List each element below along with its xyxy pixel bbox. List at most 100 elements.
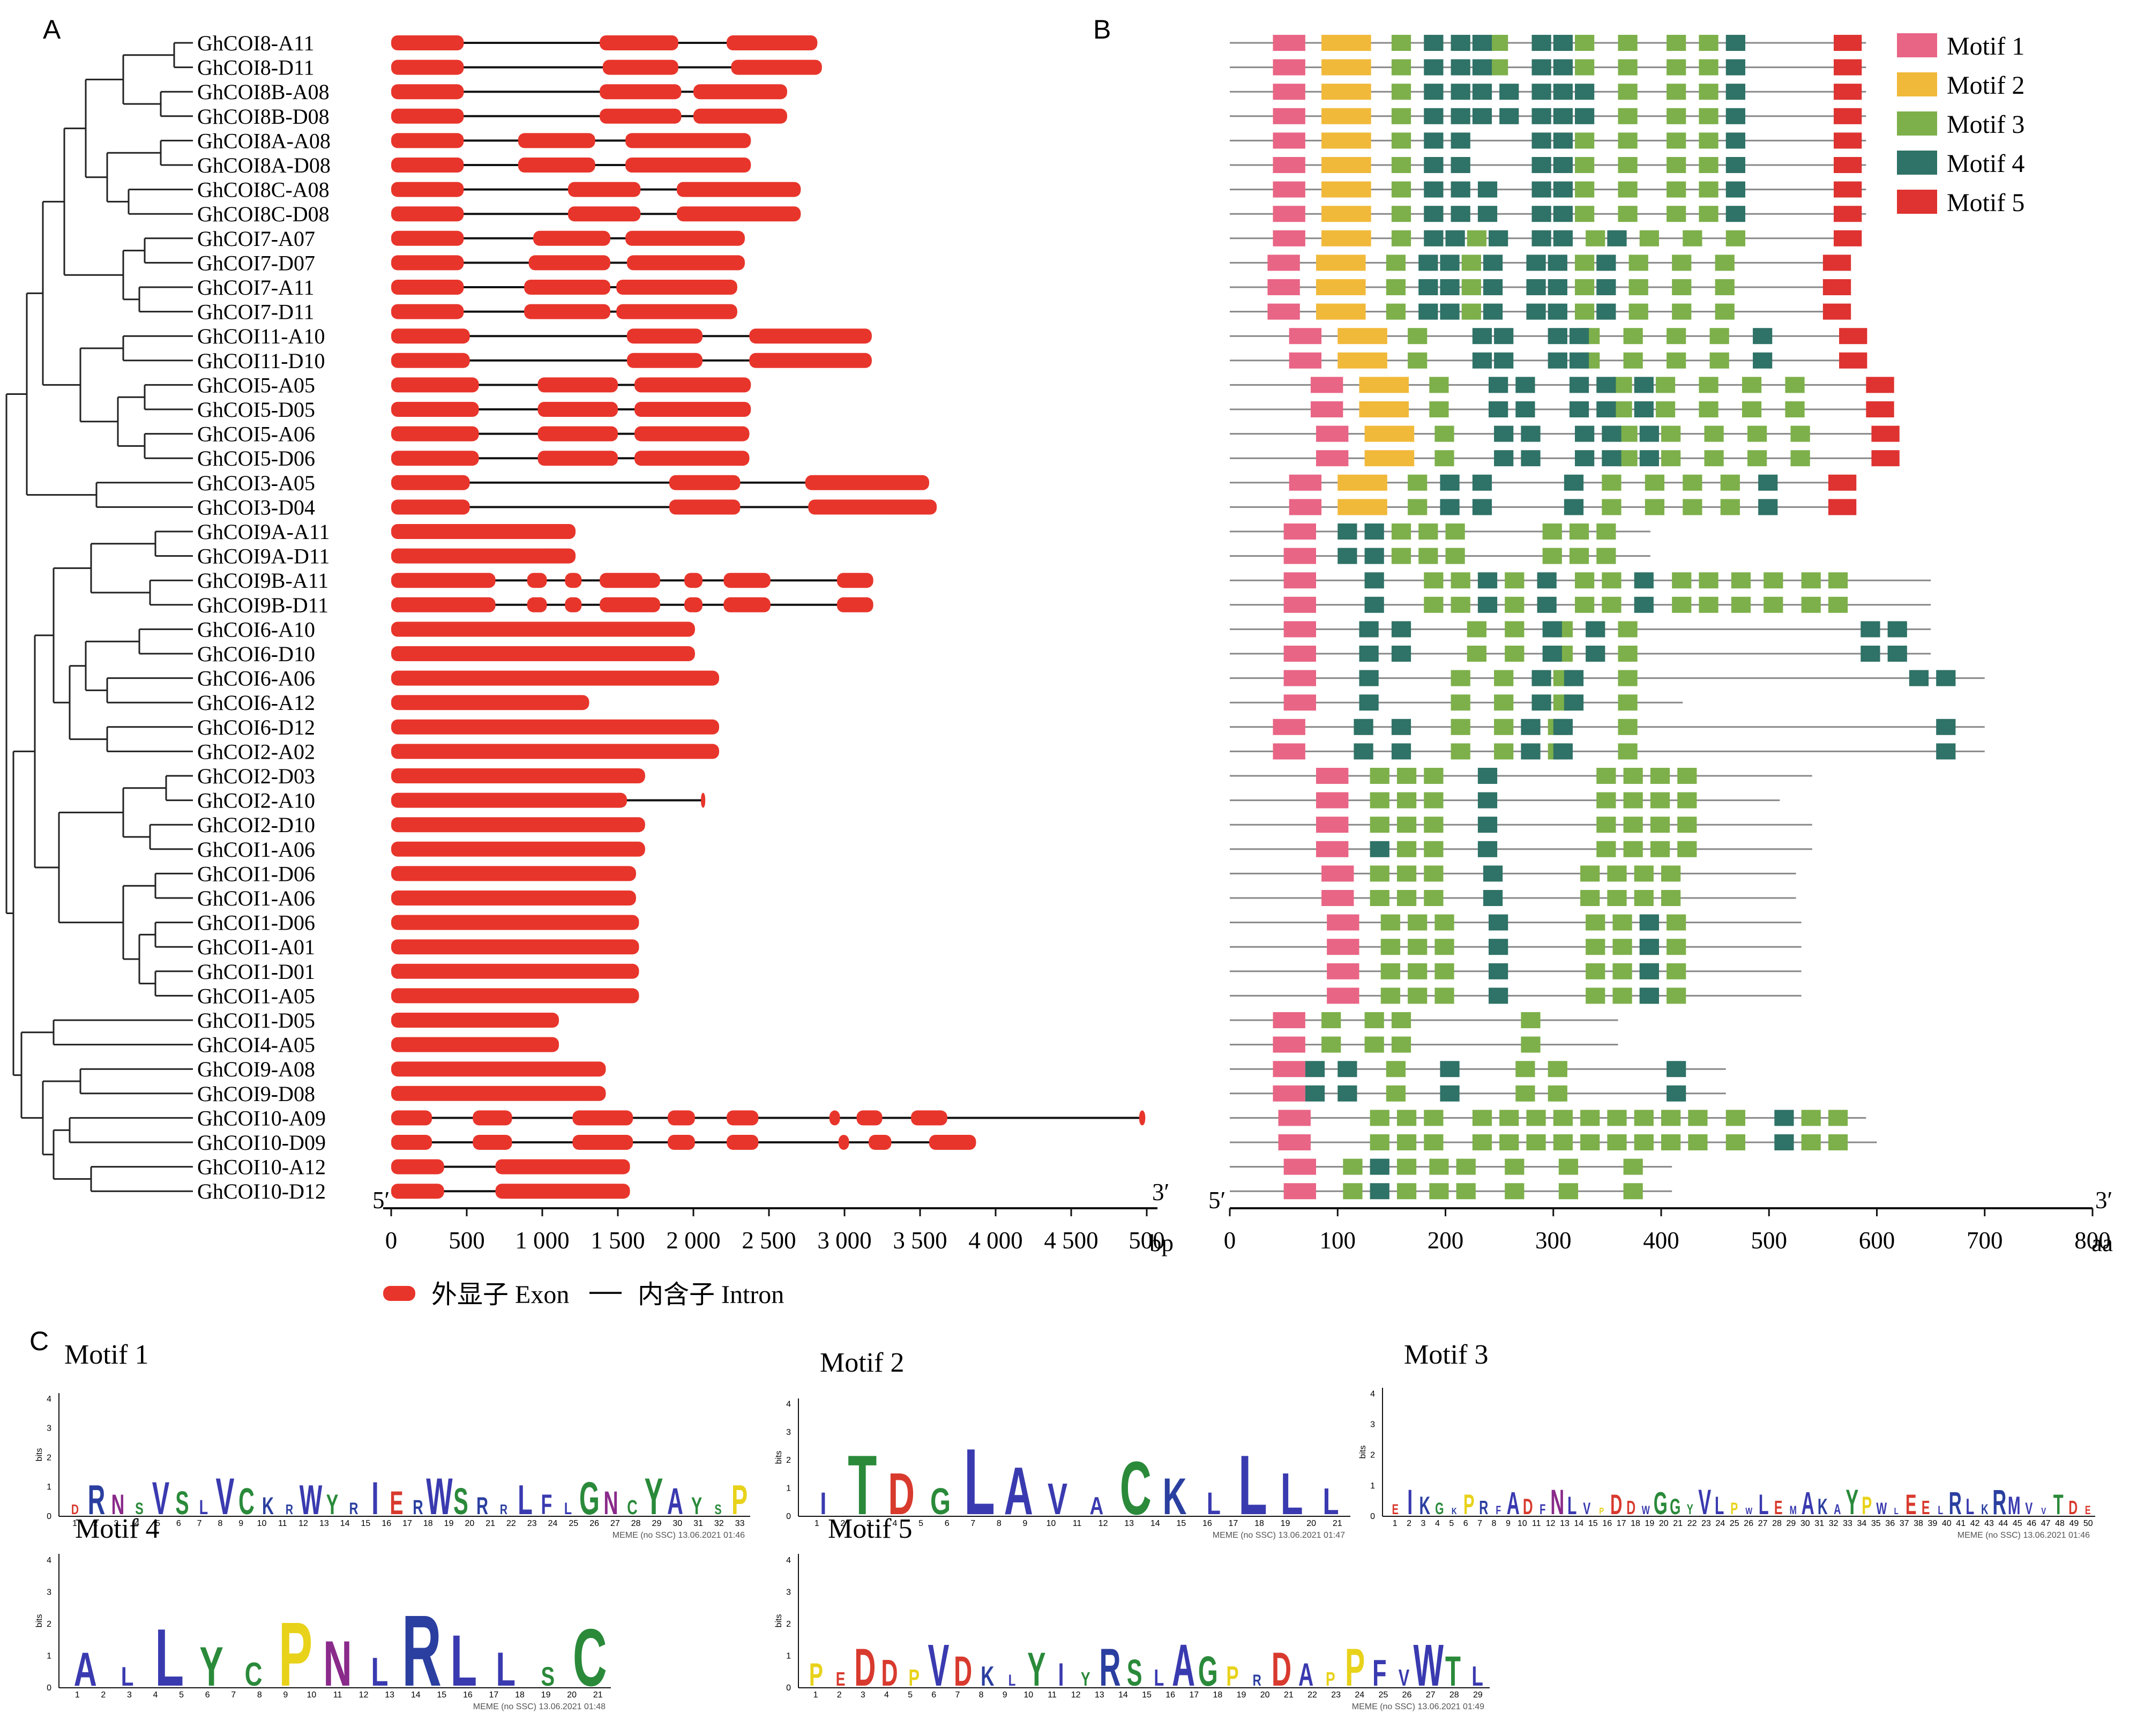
logo-position: 18 [1213,1690,1223,1700]
motif-box-3 [1472,1134,1492,1150]
logo-residue: T [2053,1490,2064,1521]
logo-residue: F [1540,1501,1545,1517]
gene-label: GhCOI2-A02 [197,739,315,764]
logo-residue: D [1523,1494,1533,1520]
motif-box-4 [1515,377,1535,393]
logo-residue: P [1345,1638,1365,1697]
logo-position: 16 [1165,1690,1175,1700]
motif-box-4 [1521,719,1541,735]
gene-label: GhCOI9-A08 [197,1057,315,1081]
logo-residue: G [1670,1494,1680,1520]
exon [567,206,641,222]
motif-box-3 [1801,596,1821,613]
exon [391,670,719,686]
motif-box-3 [1575,181,1595,198]
motif-box-1 [1273,84,1305,100]
logo-position: 32 [714,1519,724,1528]
exon [391,1037,559,1052]
logo-position: 12 [1546,1519,1556,1528]
motif-box-5 [1834,35,1862,51]
logo-position: 28 [631,1519,641,1528]
motif-box-3 [1408,328,1428,345]
motif-box-4 [1418,303,1438,320]
motif-box-3 [1456,1158,1476,1175]
motif-box-4 [1364,596,1384,613]
motif-box-3 [1575,132,1595,149]
logo-position: 27 [610,1519,620,1528]
motif-box-4 [1391,646,1411,662]
logo-position: 7 [231,1690,236,1700]
motif-box-1 [1267,255,1300,271]
motif-box-3 [1467,230,1486,246]
logo-residue: L [496,1643,516,1696]
motif-box-3 [1580,1134,1600,1150]
exon [565,573,582,588]
logo-position: 5 [155,1519,160,1528]
motif-box-4 [1451,181,1470,198]
exon [669,499,741,515]
motif-box-3 [1801,1134,1821,1150]
motif-box-4 [1887,621,1907,638]
exon [391,304,464,319]
exon [391,891,636,906]
motif-box-3 [1505,621,1525,638]
exon [749,328,872,344]
motif-box-3 [1526,1110,1546,1126]
logo-position: 1 [1393,1519,1398,1528]
motif-legend-swatch [1897,33,1937,57]
motif-box-4 [1494,352,1514,369]
logo-residue: L [964,1429,995,1534]
motif-box-1 [1310,377,1343,393]
motif-box-3 [1586,939,1605,955]
gene-label: GhCOI8A-A08 [197,129,331,153]
panel-label-a: A [43,14,61,44]
logo-position: 38 [1914,1519,1923,1528]
motif-box-4 [1477,572,1498,589]
motif-box-1 [1283,1183,1316,1200]
motif-box-2 [1359,377,1409,393]
motif-box-4 [1477,841,1498,857]
logo-position: 4 [884,1690,889,1700]
logo-position: 31 [693,1519,703,1528]
motif-box-3 [1725,230,1745,246]
motif-box-3 [1396,1158,1417,1175]
motif-box-4 [1483,303,1503,320]
motif-box-3 [1386,279,1406,295]
motif-box-3 [1461,255,1481,271]
logo-position: 10 [1518,1519,1527,1528]
motif-box-5 [1834,230,1862,246]
logo-residue: W [1413,1633,1444,1698]
logo-position: 13 [319,1519,329,1528]
motif-box-3 [1667,328,1686,345]
logo-position: 19 [1237,1690,1246,1700]
motif-box-3 [1515,1061,1535,1077]
exon [625,133,751,148]
motif-box-4 [1553,157,1573,173]
exon [669,475,741,490]
motif-box-3 [1553,1110,1573,1126]
motif-box-3 [1639,230,1659,246]
logo-footer: MEME (no SSC) 13.06.2021 01:49 [1352,1702,1484,1711]
logo-position: 7 [1477,1519,1482,1528]
logo-y-tick: 0 [47,1683,51,1693]
motif-box-1 [1273,108,1305,124]
motif-box-1 [1316,792,1349,809]
motif-box-3 [1391,1036,1411,1053]
motif-box-4 [1553,59,1573,76]
motif-box-4 [1639,914,1659,931]
gene-axis-tick-label: 2 500 [742,1227,796,1254]
motif-axis-tick-label: 600 [1859,1227,1895,1254]
motif-box-3 [1396,817,1417,833]
logo-residue: S [453,1481,468,1523]
logo-position: 22 [1307,1690,1317,1700]
logo-y-tick: 3 [47,1424,51,1433]
motif-box-3 [1667,987,1686,1004]
motif-box-3 [1785,401,1805,417]
logo-position: 5 [1449,1519,1454,1528]
motif-legend-swatch [1897,151,1937,175]
motif-box-3 [1612,914,1632,931]
gene-label: GhCOI11-D10 [197,349,325,373]
logo-position: 16 [382,1519,391,1528]
motif-box-3 [1618,84,1638,100]
motif-box-4 [1725,132,1745,149]
